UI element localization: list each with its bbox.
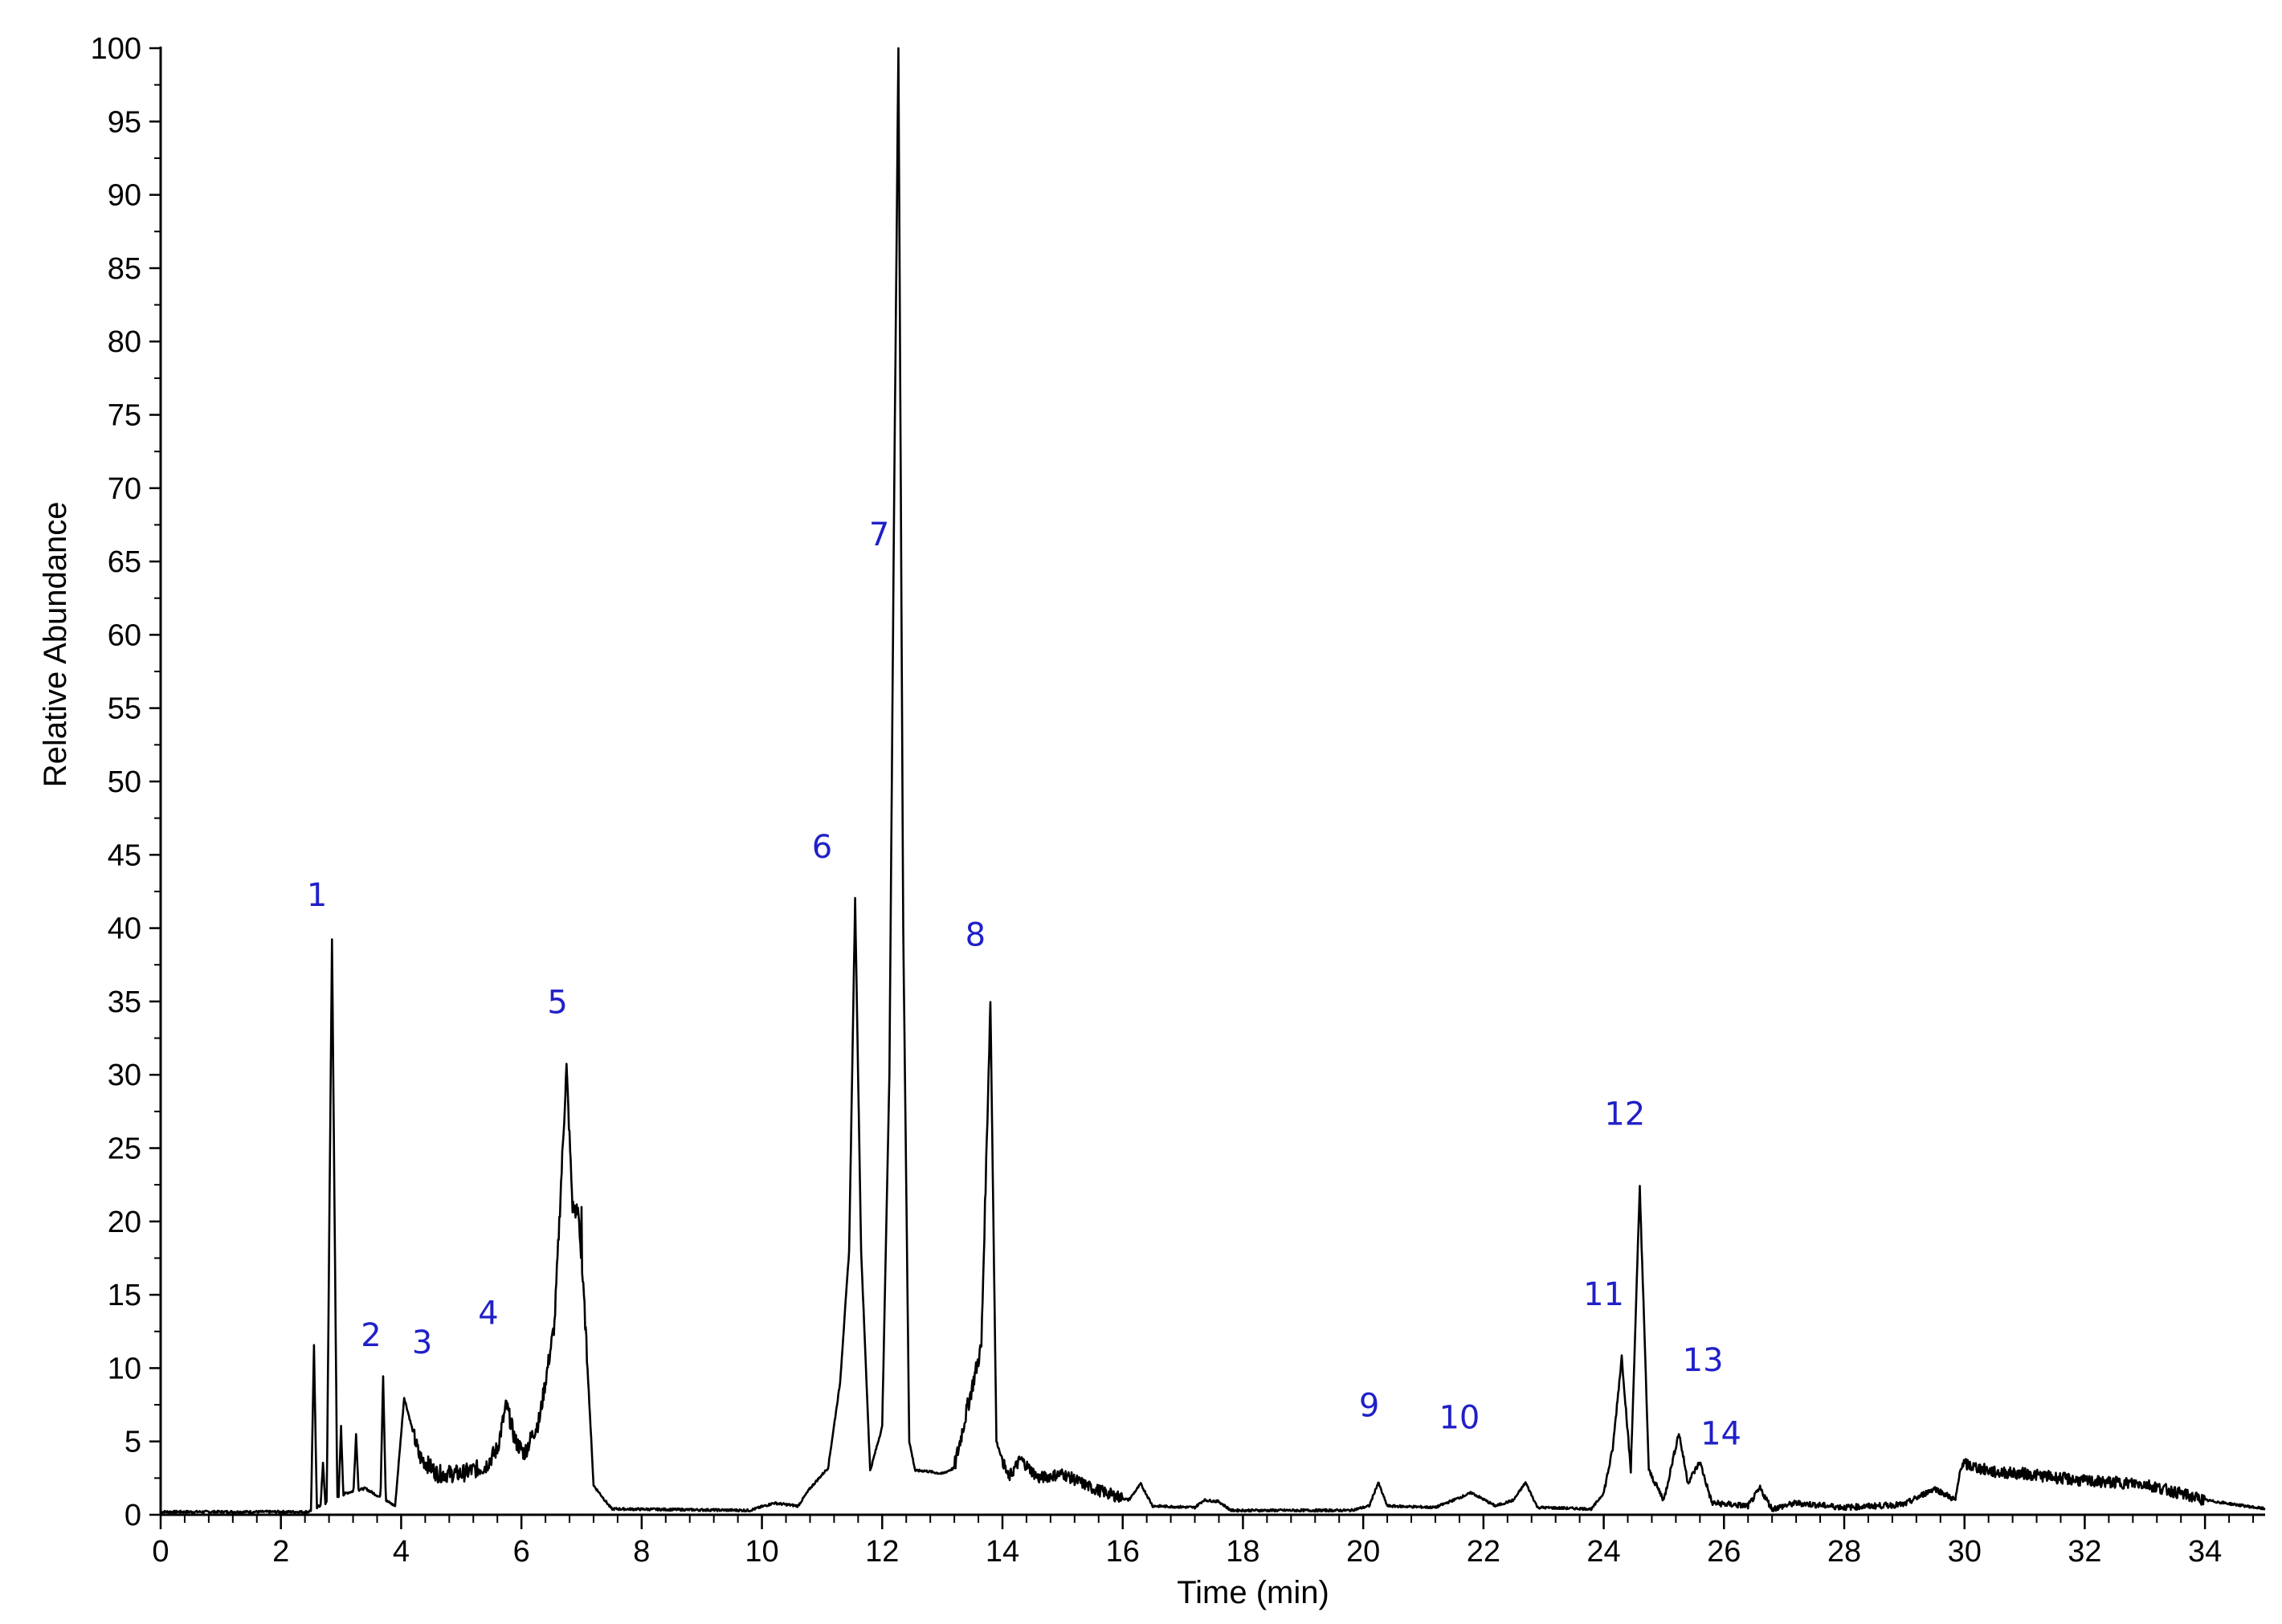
x-tick-label: 30: [1948, 1535, 1982, 1569]
peak-label: 14: [1700, 1415, 1741, 1452]
peak-label: 8: [965, 917, 986, 954]
x-tick-label: 4: [393, 1535, 410, 1569]
peak-label: 5: [547, 985, 567, 1022]
y-tick-label: 25: [108, 1132, 141, 1166]
y-tick-label: 80: [108, 325, 141, 359]
y-axis: 0 5 10 15 20 25 30 35 40 45 50 55 60 65 70 75 80 85 90 95 10…: [91, 32, 162, 1532]
y-tick-label: 35: [108, 985, 141, 1019]
peak-label: 12: [1604, 1096, 1645, 1132]
y-tick-label: 30: [108, 1059, 141, 1092]
x-tick-label: 6: [513, 1535, 530, 1569]
peak-label: 1: [307, 877, 327, 914]
y-tick-label: 20: [108, 1206, 141, 1239]
x-tick-label: 26: [1707, 1535, 1741, 1569]
y-tick-label: 100: [91, 32, 141, 66]
x-tick-label: 2: [272, 1535, 289, 1569]
peak-label: 7: [869, 516, 889, 553]
x-tick-label: 24: [1586, 1535, 1620, 1569]
x-tick-label: 20: [1346, 1535, 1380, 1569]
y-tick-label: 90: [108, 179, 141, 213]
x-tick-label: 34: [2188, 1535, 2222, 1569]
peak-label: 9: [1359, 1388, 1379, 1425]
y-tick-label: 5: [125, 1426, 141, 1459]
y-tick-label: 65: [108, 545, 141, 579]
chromatogram-line: [160, 47, 2266, 1515]
x-tick-label: 10: [745, 1535, 778, 1569]
chromatogram-trace: [160, 47, 2266, 1515]
y-tick-label: 60: [108, 618, 141, 652]
peak-label: 4: [478, 1296, 498, 1332]
y-tick-label: 75: [108, 399, 141, 433]
y-tick-label: 70: [108, 472, 141, 506]
y-axis-title: Relative Abundance: [38, 501, 73, 787]
y-tick-label: 85: [108, 252, 141, 286]
y-tick-label: 0: [125, 1499, 141, 1532]
peak-label: 13: [1683, 1342, 1724, 1379]
peak-label: 11: [1583, 1276, 1624, 1313]
x-tick-label: 12: [865, 1535, 899, 1569]
peak-label: 6: [812, 829, 832, 866]
y-tick-label: 95: [108, 105, 141, 139]
peak-label: 10: [1439, 1399, 1480, 1436]
x-tick-label: 14: [986, 1535, 1019, 1569]
y-tick-label: 55: [108, 692, 141, 726]
x-tick-label: 16: [1106, 1535, 1140, 1569]
y-tick-label: 40: [108, 912, 141, 946]
peak-label: 2: [361, 1317, 381, 1354]
x-tick-label: 18: [1226, 1535, 1259, 1569]
y-tick-label: 45: [108, 839, 141, 872]
x-axis-title: Time (min): [1177, 1575, 1329, 1610]
y-tick-label: 10: [108, 1352, 141, 1385]
x-tick-label: 32: [2068, 1535, 2101, 1569]
x-tick-label: 28: [1827, 1535, 1861, 1569]
x-tick-label: 0: [152, 1535, 169, 1569]
y-tick-label: 50: [108, 765, 141, 799]
x-tick-label: 8: [633, 1535, 650, 1569]
peak-label: 3: [412, 1324, 432, 1361]
y-tick-label: 15: [108, 1279, 141, 1312]
x-tick-label: 22: [1467, 1535, 1500, 1569]
x-axis: 0 2 4 6 8 10 12 14 16 18 20 22 24 26 28 30 32 34: [152, 1513, 2265, 1569]
